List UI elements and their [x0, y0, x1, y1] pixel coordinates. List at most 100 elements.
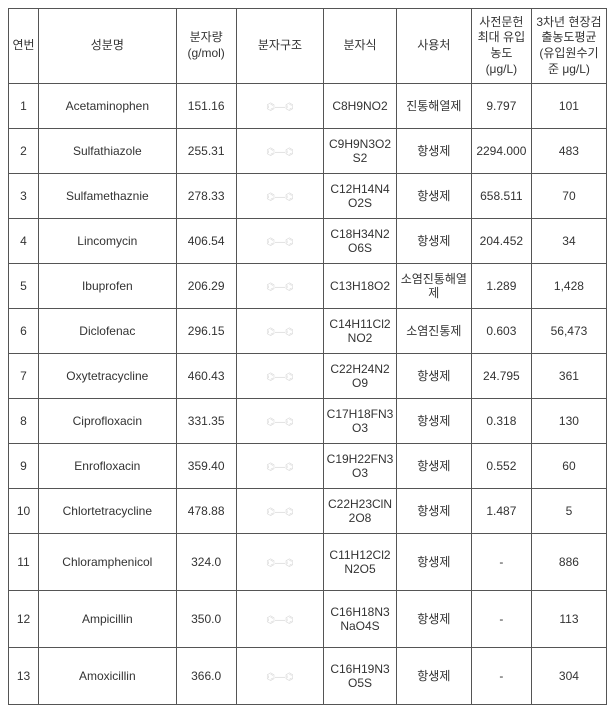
cell-usage: 소염진통제	[396, 309, 471, 354]
cell-formula: C22H23ClN2O8	[324, 489, 397, 534]
cell-struct: ⌬—⌬	[236, 648, 324, 705]
cell-idx: 12	[9, 591, 39, 648]
cell-usage: 항생제	[396, 399, 471, 444]
table-row: 6Diclofenac296.15⌬—⌬C14H11Cl2NO2소염진통제0.6…	[9, 309, 607, 354]
cell-usage: 항생제	[396, 534, 471, 591]
cell-conc1: -	[471, 534, 531, 591]
molecule-structure-icon: ⌬—⌬	[266, 237, 293, 248]
cell-mw: 350.0	[176, 591, 236, 648]
table-row: 11Chloramphenicol324.0⌬—⌬C11H12Cl2N2O5항생…	[9, 534, 607, 591]
cell-name: Diclofenac	[39, 309, 177, 354]
molecule-structure-icon: ⌬—⌬	[266, 507, 293, 518]
cell-conc1: 2294.000	[471, 129, 531, 174]
cell-formula: C16H19N3O5S	[324, 648, 397, 705]
molecule-structure-icon: ⌬—⌬	[266, 462, 293, 473]
table-row: 4Lincomycin406.54⌬—⌬C18H34N2O6S항생제204.45…	[9, 219, 607, 264]
molecule-structure-icon: ⌬—⌬	[266, 282, 293, 293]
cell-usage: 항생제	[396, 219, 471, 264]
cell-formula: C16H18N3NaO4S	[324, 591, 397, 648]
cell-idx: 8	[9, 399, 39, 444]
cell-formula: C12H14N4O2S	[324, 174, 397, 219]
header-usage: 사용처	[396, 9, 471, 84]
cell-formula: C18H34N2O6S	[324, 219, 397, 264]
cell-formula: C8H9NO2	[324, 84, 397, 129]
cell-mw: 406.54	[176, 219, 236, 264]
header-row: 연번 성분명 분자량 (g/mol) 분자구조 분자식 사용처 사전문헌 최대 …	[9, 9, 607, 84]
cell-idx: 3	[9, 174, 39, 219]
cell-usage: 항생제	[396, 174, 471, 219]
cell-conc1: -	[471, 591, 531, 648]
cell-name: Ciprofloxacin	[39, 399, 177, 444]
cell-conc1: 204.452	[471, 219, 531, 264]
cell-conc2: 113	[531, 591, 606, 648]
table-row: 13Amoxicillin366.0⌬—⌬C16H19N3O5S항생제-304	[9, 648, 607, 705]
table-row: 1Acetaminophen151.16⌬—⌬C8H9NO2진통해열제9.797…	[9, 84, 607, 129]
molecule-structure-icon: ⌬—⌬	[266, 147, 293, 158]
header-name: 성분명	[39, 9, 177, 84]
cell-mw: 359.40	[176, 444, 236, 489]
molecule-structure-icon: ⌬—⌬	[266, 372, 293, 383]
cell-idx: 2	[9, 129, 39, 174]
cell-usage: 항생제	[396, 591, 471, 648]
compound-table: 연번 성분명 분자량 (g/mol) 분자구조 분자식 사용처 사전문헌 최대 …	[8, 8, 607, 705]
header-struct: 분자구조	[236, 9, 324, 84]
table-row: 12Ampicillin350.0⌬—⌬C16H18N3NaO4S항생제-113	[9, 591, 607, 648]
table-row: 2Sulfathiazole255.31⌬—⌬C9H9N3O2S2항생제2294…	[9, 129, 607, 174]
cell-name: Oxytetracycline	[39, 354, 177, 399]
cell-name: Chloramphenicol	[39, 534, 177, 591]
table-row: 9Enrofloxacin359.40⌬—⌬C19H22FN3O3항생제0.55…	[9, 444, 607, 489]
cell-mw: 255.31	[176, 129, 236, 174]
header-conc1: 사전문헌 최대 유입 농도 (μg/L)	[471, 9, 531, 84]
cell-struct: ⌬—⌬	[236, 354, 324, 399]
cell-idx: 4	[9, 219, 39, 264]
cell-conc2: 70	[531, 174, 606, 219]
cell-name: Sulfamethaznie	[39, 174, 177, 219]
cell-name: Acetaminophen	[39, 84, 177, 129]
cell-name: Ibuprofen	[39, 264, 177, 309]
molecule-structure-icon: ⌬—⌬	[266, 672, 293, 683]
cell-formula: C9H9N3O2S2	[324, 129, 397, 174]
header-formula: 분자식	[324, 9, 397, 84]
header-conc2: 3차년 현장검출농도평균 (유입원수기준 μg/L)	[531, 9, 606, 84]
cell-formula: C22H24N2O9	[324, 354, 397, 399]
cell-struct: ⌬—⌬	[236, 219, 324, 264]
cell-conc1: -	[471, 648, 531, 705]
cell-idx: 9	[9, 444, 39, 489]
cell-formula: C14H11Cl2NO2	[324, 309, 397, 354]
cell-usage: 소염진통해열제	[396, 264, 471, 309]
header-idx: 연번	[9, 9, 39, 84]
cell-struct: ⌬—⌬	[236, 489, 324, 534]
cell-struct: ⌬—⌬	[236, 444, 324, 489]
cell-mw: 331.35	[176, 399, 236, 444]
cell-usage: 항생제	[396, 129, 471, 174]
cell-struct: ⌬—⌬	[236, 399, 324, 444]
cell-usage: 항생제	[396, 354, 471, 399]
cell-conc2: 1,428	[531, 264, 606, 309]
cell-conc2: 304	[531, 648, 606, 705]
cell-conc1: 0.552	[471, 444, 531, 489]
cell-struct: ⌬—⌬	[236, 264, 324, 309]
cell-conc1: 1.289	[471, 264, 531, 309]
cell-struct: ⌬—⌬	[236, 84, 324, 129]
cell-mw: 151.16	[176, 84, 236, 129]
table-row: 3Sulfamethaznie278.33⌬—⌬C12H14N4O2S항생제65…	[9, 174, 607, 219]
cell-conc1: 9.797	[471, 84, 531, 129]
cell-mw: 278.33	[176, 174, 236, 219]
cell-conc2: 60	[531, 444, 606, 489]
molecule-structure-icon: ⌬—⌬	[266, 615, 293, 626]
cell-name: Amoxicillin	[39, 648, 177, 705]
table-body: 1Acetaminophen151.16⌬—⌬C8H9NO2진통해열제9.797…	[9, 84, 607, 705]
cell-usage: 항생제	[396, 648, 471, 705]
cell-mw: 296.15	[176, 309, 236, 354]
cell-idx: 6	[9, 309, 39, 354]
cell-conc1: 0.318	[471, 399, 531, 444]
cell-usage: 항생제	[396, 489, 471, 534]
cell-formula: C11H12Cl2N2O5	[324, 534, 397, 591]
table-row: 5Ibuprofen206.29⌬—⌬C13H18O2소염진통해열제1.2891…	[9, 264, 607, 309]
molecule-structure-icon: ⌬—⌬	[266, 192, 293, 203]
cell-conc1: 0.603	[471, 309, 531, 354]
cell-conc2: 361	[531, 354, 606, 399]
cell-conc2: 483	[531, 129, 606, 174]
cell-formula: C13H18O2	[324, 264, 397, 309]
cell-usage: 진통해열제	[396, 84, 471, 129]
